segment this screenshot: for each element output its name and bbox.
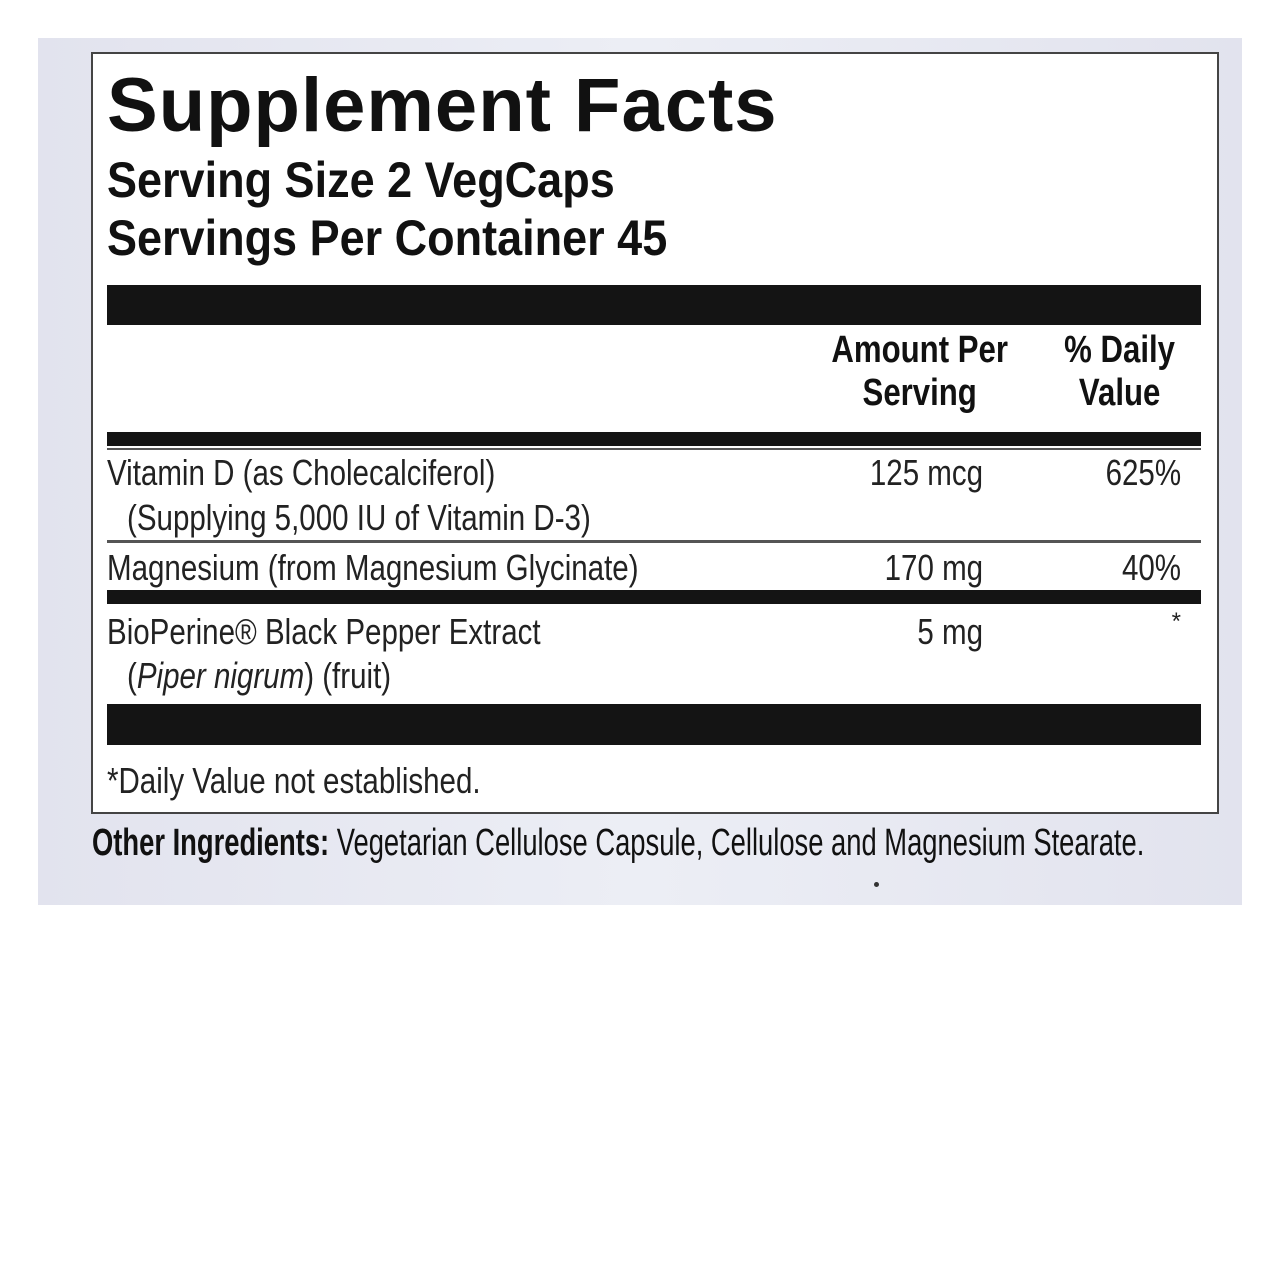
amount-header-line1: Amount Per — [831, 329, 1009, 371]
nutrient-detail: (Piper nigrum) (fruit) — [127, 655, 449, 697]
bioperine-latin-name: Piper nigrum — [136, 655, 305, 696]
amount-per-serving-header: Amount Per Serving — [800, 329, 1040, 415]
dv-header-line1: % Daily — [1064, 329, 1176, 371]
serving-size-text: Serving Size 2 VegCaps — [107, 152, 615, 208]
label-title: Supplement Facts — [107, 63, 778, 148]
row-divider — [107, 540, 1201, 543]
paren: ( — [127, 655, 137, 696]
divider-thick — [107, 432, 1201, 446]
bioperine-amount: 5 mg — [917, 611, 983, 652]
other-ingredients-label: Other Ingredients: — [92, 822, 330, 864]
nutrient-dv: 625% — [1089, 452, 1181, 494]
magnesium-dv: 40% — [1121, 547, 1181, 588]
vitamin-d-detail: (Supplying 5,000 IU of Vitamin D-3) — [127, 497, 591, 538]
other-ingredients-text: Vegetarian Cellulose Capsule, Cellulose … — [329, 822, 1145, 864]
amount-header-line2: Serving — [862, 372, 978, 414]
nutrient-amount: 125 mcg — [845, 452, 983, 494]
footnote-text: *Daily Value not established. — [107, 760, 481, 801]
servings-per-container-text: Servings Per Container 45 — [107, 210, 668, 266]
nutrient-detail: (Supplying 5,000 IU of Vitamin D-3) — [127, 497, 693, 539]
nutrient-name: Magnesium (from Magnesium Glycinate) — [107, 547, 755, 589]
serving-size: Serving Size 2 VegCaps — [107, 151, 671, 209]
other-ingredients: Other Ingredients: Vegetarian Cellulose … — [92, 822, 1280, 865]
dot-mark — [874, 882, 879, 887]
bioperine-detail: ) (fruit) — [304, 655, 392, 696]
footnote: *Daily Value not established. — [107, 760, 563, 802]
magnesium-amount: 170 mg — [884, 547, 983, 588]
nutrient-name: Vitamin D (as Cholecalciferol) — [107, 452, 581, 494]
vitamin-d-name: Vitamin D (as Cholecalciferol) — [107, 452, 496, 493]
nutrient-name: BioPerine® Black Pepper Extract — [107, 611, 636, 653]
dv-header-line2: Value — [1079, 372, 1161, 414]
magnesium-name: Magnesium (from Magnesium Glycinate) — [107, 547, 639, 588]
nutrient-amount: 170 mg — [863, 547, 983, 589]
bioperine-dv: * — [1171, 608, 1181, 635]
nutrient-dv: 40% — [1109, 547, 1181, 589]
bioperine-name: BioPerine® Black Pepper Extract — [107, 611, 541, 652]
divider-bar — [107, 704, 1201, 745]
servings-per-container: Servings Per Container 45 — [107, 209, 729, 267]
nutrient-dv: * — [1172, 608, 1181, 636]
vitamin-d-amount: 125 mcg — [869, 452, 983, 493]
divider-thick — [107, 590, 1201, 604]
divider-thin — [107, 448, 1201, 450]
divider-bar — [107, 285, 1201, 325]
nutrient-amount: 5 mg — [903, 611, 983, 653]
daily-value-header: % Daily Value — [1030, 329, 1210, 415]
vitamin-d-dv: 625% — [1105, 452, 1181, 493]
